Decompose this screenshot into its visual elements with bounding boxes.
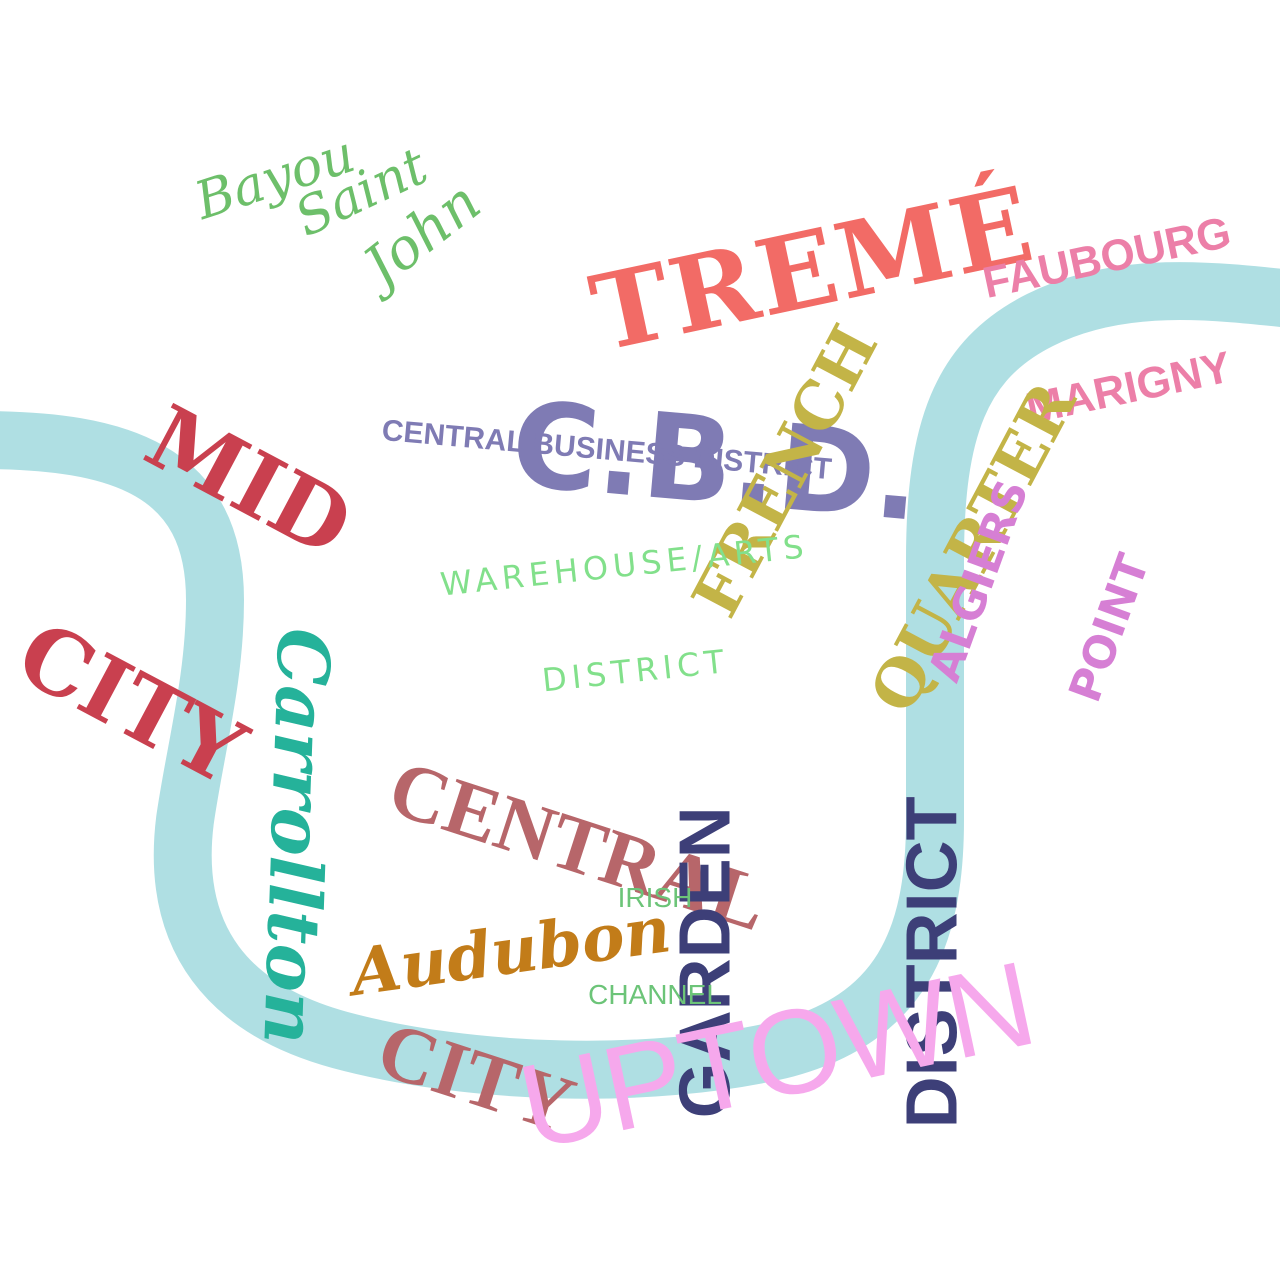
algiers-line-1: ALGIERS [919,473,1040,689]
irish-line-1: IRISH [617,882,693,914]
channel-line-2: CHANNEL [588,978,722,1010]
faubourg-line-1: FAUBOURG [978,207,1236,308]
river-path [0,262,1280,1099]
point-line-2: POINT [1059,547,1160,709]
label-irish-channel: IRISH CHANNEL [565,818,745,1076]
warehouse-line-1: WAREHOUSE/ARTS [438,527,811,604]
